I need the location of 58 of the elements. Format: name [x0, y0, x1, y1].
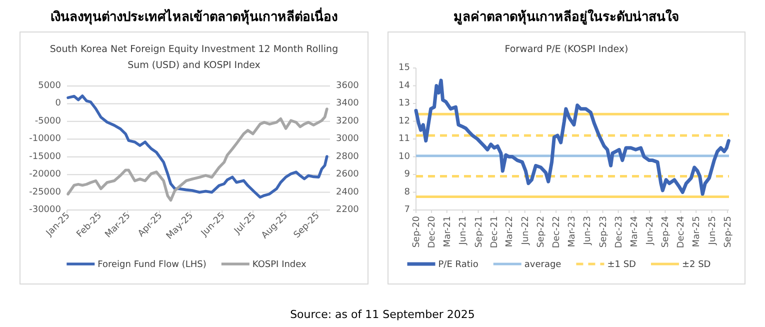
legend-label: P/E Ratio — [438, 260, 479, 270]
x-tick-label: Jun-21 — [458, 216, 469, 246]
y-tick-label: -5000 — [34, 116, 62, 126]
x-tick-label: Dec-23 — [614, 216, 624, 248]
x-tick-label: Jun-25 — [708, 216, 718, 246]
y-tick-label: 15 — [398, 63, 410, 73]
y-tick-label: -30000 — [29, 205, 62, 215]
y-tick-label: 14 — [398, 80, 410, 91]
chart-title: มูลค่าตลาดหุ้นเกาหลีอยู่ในระดับน่าสนใจ — [454, 8, 680, 25]
legend-label: average — [524, 260, 562, 270]
y-tick-label: 8 — [404, 187, 410, 198]
chart-title: เงินลงทุนต่างประเทศไหลเข้าตลาดหุ้นเกาหลีต่อเนื่อง — [50, 7, 338, 25]
y2-tick-label: 2400 — [336, 187, 360, 198]
legend-label: ±1 SD — [607, 260, 636, 270]
x-tick-label: Dec-20 — [428, 216, 438, 248]
x-tick-label: Dec-24 — [676, 216, 687, 248]
x-tick-label: Sep-24 — [661, 216, 672, 248]
y-tick-label: 5000 — [38, 81, 62, 91]
x-tick-label: Mar-23 — [567, 216, 578, 248]
y-tick-label: -20000 — [29, 170, 62, 180]
y-tick-label: 11 — [398, 134, 410, 144]
y-tick-label: -10000 — [29, 134, 62, 144]
y-tick-label: 13 — [398, 98, 410, 108]
x-tick-label: Jun-22 — [520, 216, 531, 246]
chart-subtitle: Forward P/E (KOSPI Index) — [504, 44, 628, 55]
y2-tick-label: 2200 — [336, 205, 360, 215]
y-tick-label: 12 — [398, 116, 410, 126]
y-tick-label: 7 — [404, 205, 410, 215]
y2-tick-label: 3200 — [336, 116, 360, 126]
line-series — [414, 78, 730, 196]
y2-tick-label: 2800 — [336, 152, 360, 162]
y2-tick-label: 3600 — [336, 81, 360, 91]
y-tick-label: 0 — [55, 98, 62, 109]
x-tick-label: Jun-23 — [583, 216, 594, 246]
y-tick-label: -15000 — [29, 152, 62, 162]
legend-label: ±2 SD — [682, 260, 711, 270]
x-tick-label: Sep-23 — [598, 216, 609, 248]
x-tick-label: Sep-20 — [412, 216, 422, 248]
x-tick-label: Dec-22 — [552, 216, 562, 248]
source-note: Source: as of 11 September 2025 — [290, 308, 475, 321]
x-tick-label: Mar-22 — [505, 216, 516, 248]
x-tick-label: Mar-24 — [630, 216, 640, 248]
y2-tick-label: 3400 — [336, 98, 360, 109]
y-tick-label: -25000 — [29, 187, 62, 198]
x-tick-label: Dec-21 — [490, 216, 500, 248]
y2-tick-label: 3000 — [336, 134, 360, 144]
y2-tick-label: 2600 — [336, 170, 360, 180]
x-tick-label: Sep-21 — [474, 216, 484, 248]
chart-subtitle: South Korea Net Foreign Equity Investment 12 Month Rolling Sum (USD) and KOSPI Index — [50, 44, 338, 71]
x-tick-label: Mar-21 — [442, 216, 453, 248]
x-tick-label: Sep-25 — [723, 216, 734, 248]
x-tick-label: Jun-24 — [646, 216, 656, 246]
x-tick-label: Mar-25 — [692, 216, 702, 248]
legend-label: Foreign Fund Flow (LHS) — [98, 260, 206, 270]
y-tick-label: 10 — [398, 152, 410, 162]
y-tick-label: 9 — [404, 170, 410, 180]
x-tick-label: Sep-22 — [536, 216, 547, 248]
legend-label: KOSPI Index — [252, 260, 308, 270]
